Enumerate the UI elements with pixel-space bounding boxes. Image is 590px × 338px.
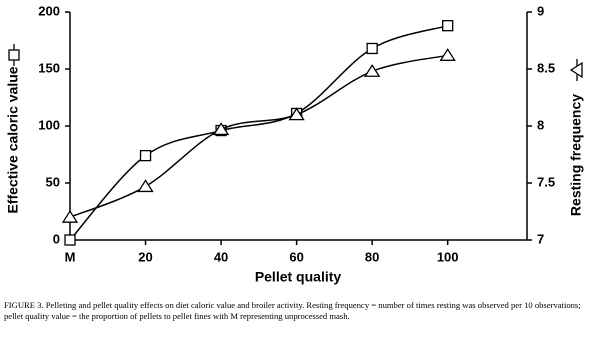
y2-tick-label: 8.5 [537,60,555,75]
marker [137,179,154,193]
marker [288,107,305,121]
marker [442,20,454,32]
x-tick-label: 80 [365,249,379,264]
y-axis-label: Resting frequency [568,94,584,216]
y-tick-label: 150 [38,60,60,75]
x-tick-label: M [65,249,76,264]
y-tick-label: 200 [38,3,60,18]
legend-marker [569,61,583,79]
marker [363,64,381,77]
x-tick-label: 40 [214,249,228,264]
series-line [69,54,448,218]
y-tick-label: 100 [38,117,60,132]
marker [212,122,230,136]
marker [366,42,378,55]
y-tick-label: 0 [53,231,60,246]
marker [64,234,76,246]
y-axis-label: Effective caloric value [5,66,21,213]
y2-tick-label: 7 [537,231,544,246]
legend-marker [8,49,20,61]
marker [61,209,79,223]
x-tick-label: 100 [437,249,459,264]
y2-tick-label: 8 [537,117,544,132]
y2-tick-label: 7.5 [537,174,555,189]
x-axis-label: Pellet quality [255,269,342,285]
y2-tick-label: 9 [537,3,544,18]
caption: FIGURE 3. Pelleting and pellet quality e… [4,300,581,321]
x-tick-label: 20 [138,249,152,264]
legend-symbol [8,49,20,61]
legend-symbol [569,61,583,79]
series-line [69,24,448,241]
y-tick-label: 50 [46,174,60,189]
marker [439,48,456,61]
chart: Pellet quality 0 50 100 150 200 7 7.5 8 8.5 9 M 20 4… [5,3,584,285]
marker [139,149,152,162]
x-tick-label: 60 [289,249,303,264]
